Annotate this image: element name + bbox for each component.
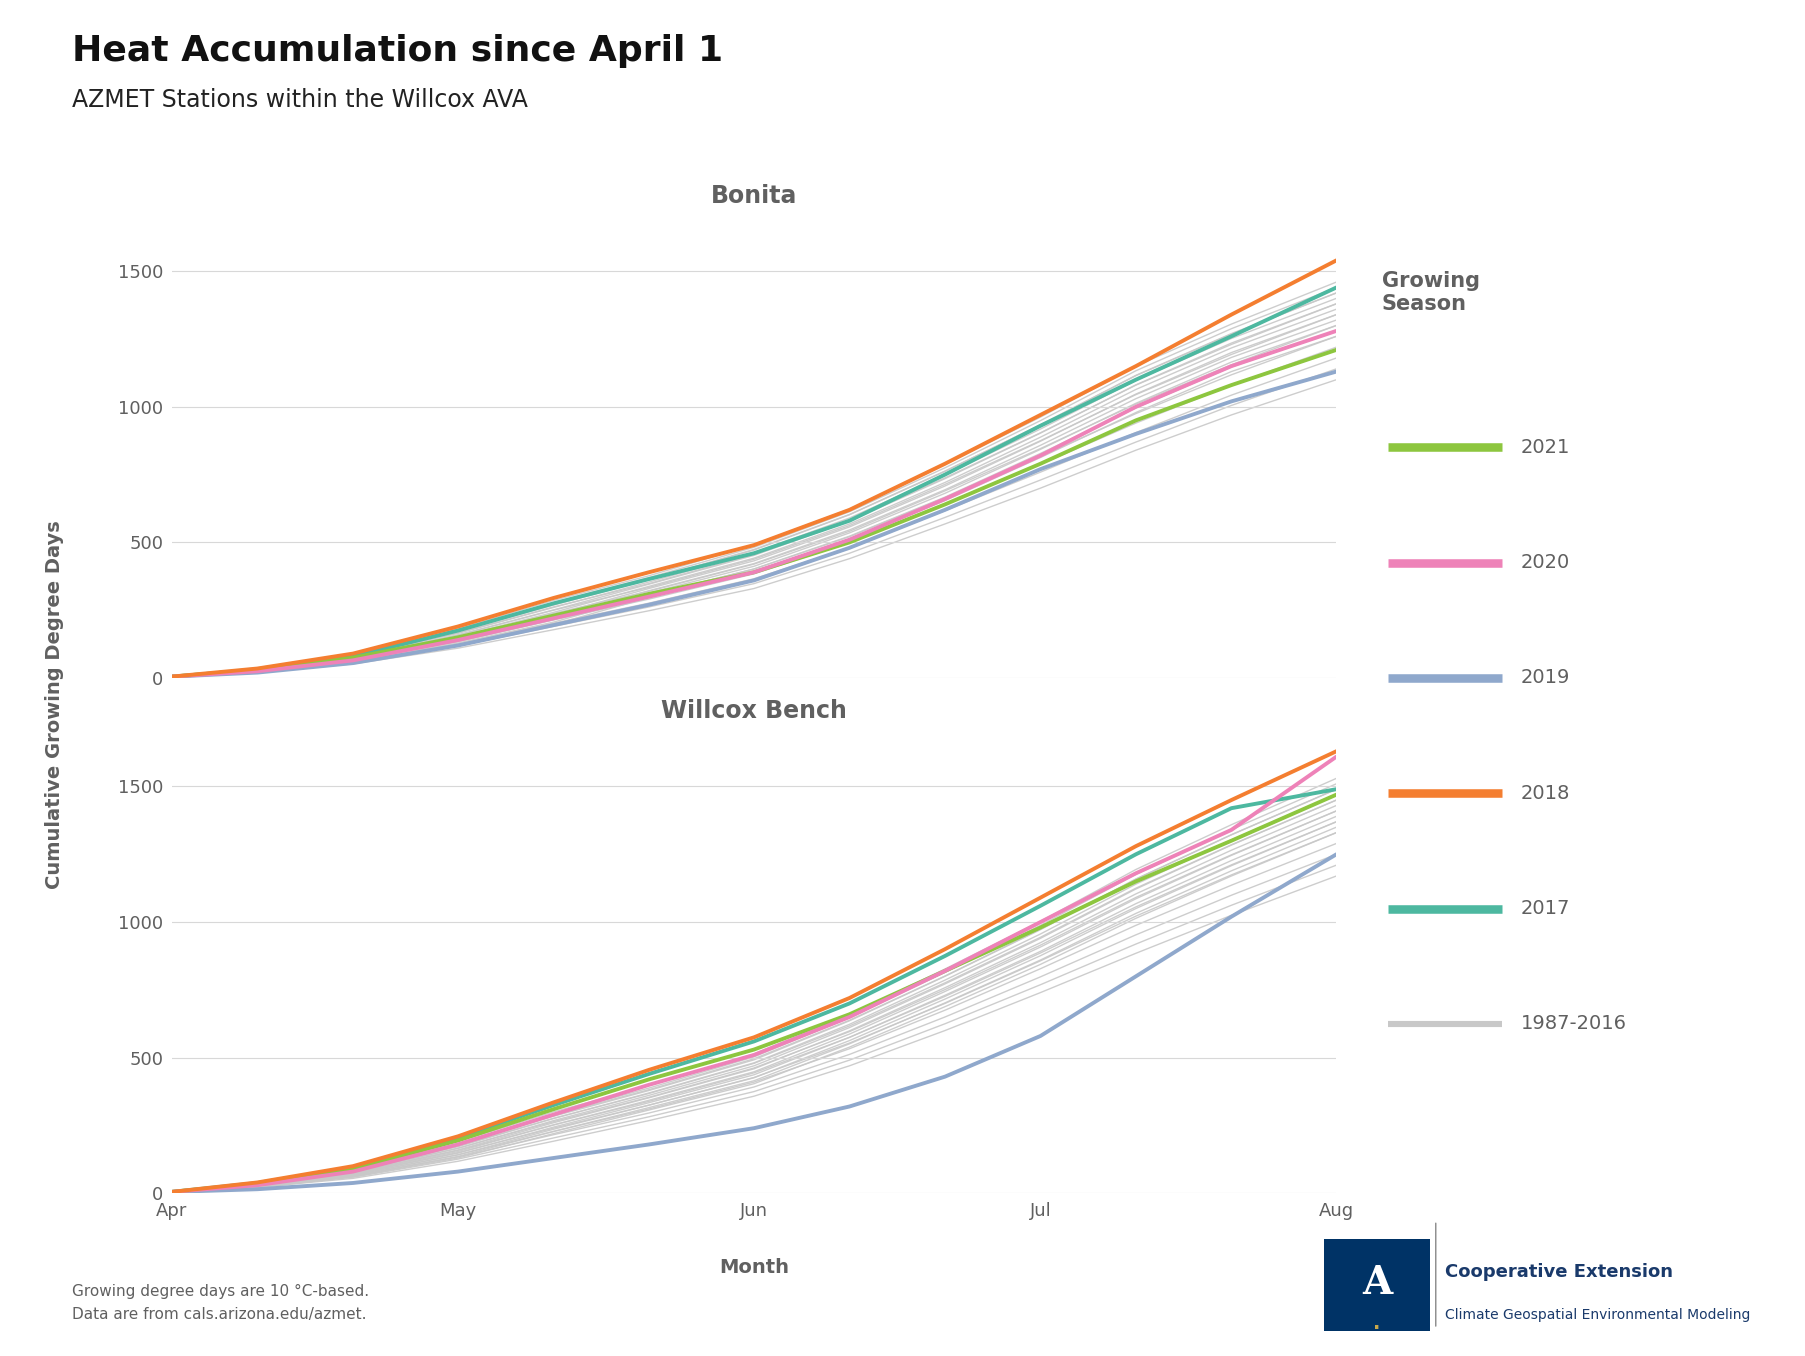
Text: Growing degree days are 10 °C-based.
Data are from cals.arizona.edu/azmet.: Growing degree days are 10 °C-based. Dat… (72, 1284, 370, 1322)
Text: Cooperative Extension: Cooperative Extension (1444, 1264, 1671, 1281)
Text: Cumulative Growing Degree Days: Cumulative Growing Degree Days (45, 521, 63, 890)
Text: AZMET Stations within the Willcox AVA: AZMET Stations within the Willcox AVA (72, 88, 527, 113)
Text: 2017: 2017 (1520, 899, 1569, 918)
Title: Bonita: Bonita (711, 184, 796, 207)
Text: Heat Accumulation since April 1: Heat Accumulation since April 1 (72, 34, 724, 68)
Text: .: . (1372, 1314, 1381, 1333)
Text: Growing
Season: Growing Season (1381, 271, 1478, 315)
Text: 1987-2016: 1987-2016 (1520, 1014, 1626, 1033)
Text: A: A (1361, 1264, 1392, 1302)
Text: 2020: 2020 (1520, 553, 1569, 572)
Text: 2021: 2021 (1520, 438, 1569, 457)
Text: Month: Month (718, 1258, 789, 1277)
Text: 2018: 2018 (1520, 784, 1569, 803)
Text: 2019: 2019 (1520, 669, 1569, 687)
Text: Climate Geospatial Environmental Modeling: Climate Geospatial Environmental Modelin… (1444, 1309, 1749, 1322)
Title: Willcox Bench: Willcox Bench (661, 700, 847, 723)
